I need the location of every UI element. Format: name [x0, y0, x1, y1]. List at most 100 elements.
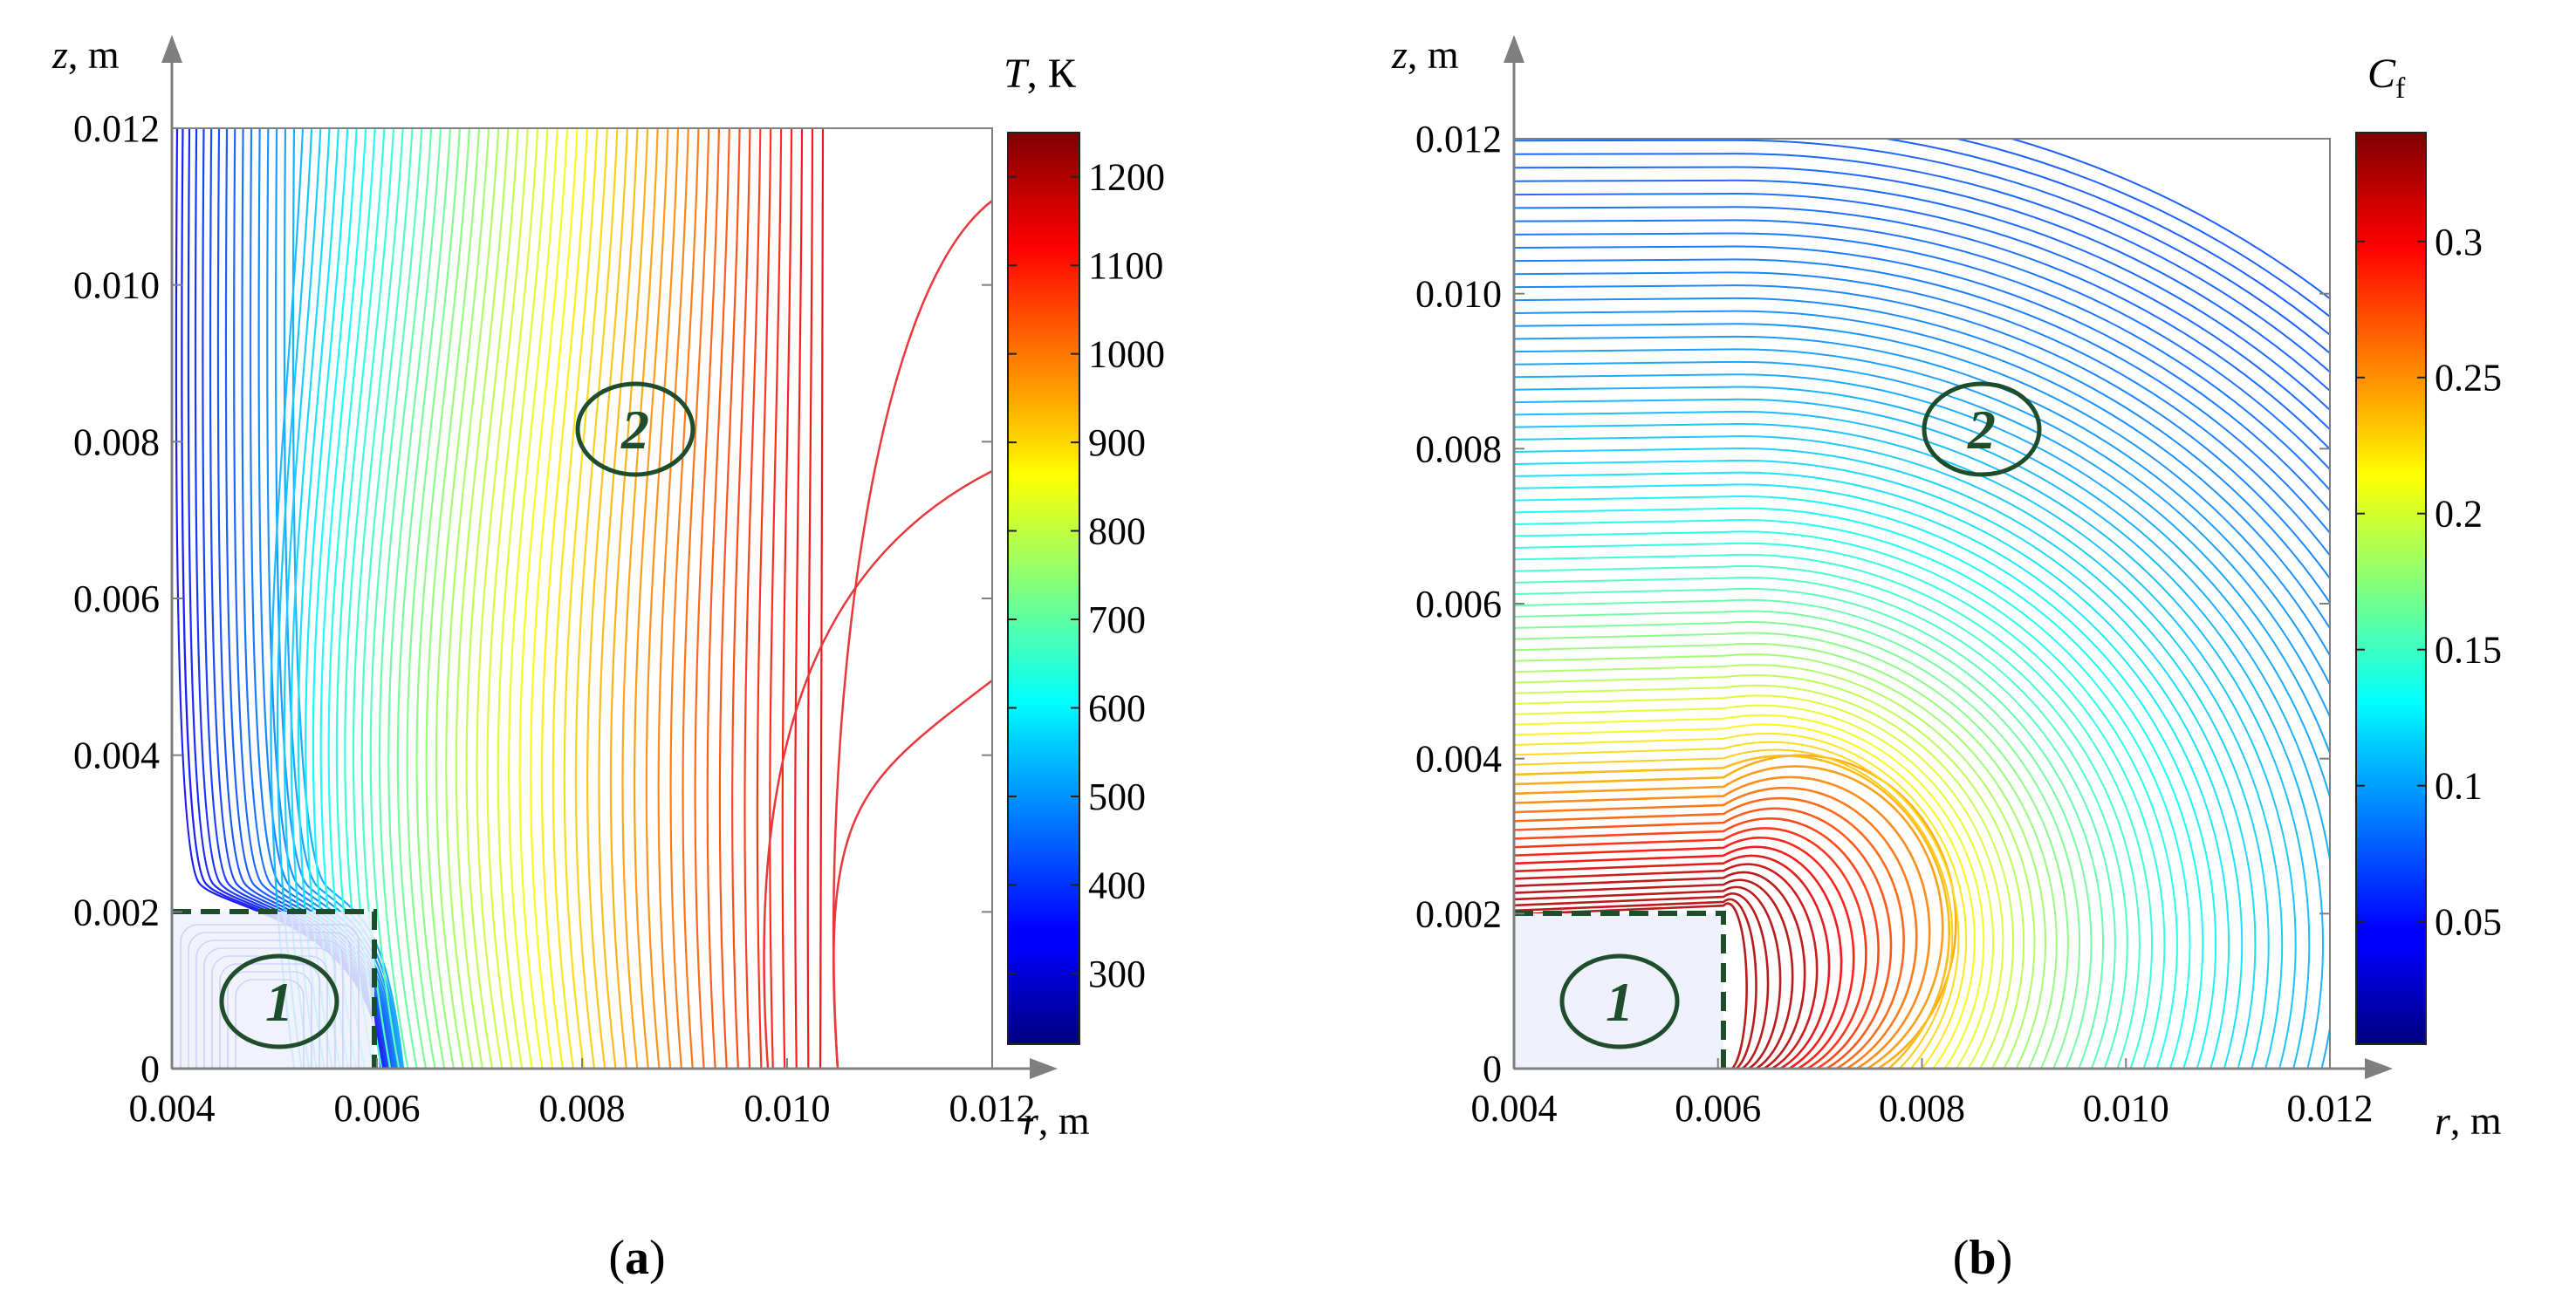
- panel-b-isoline: [1514, 854, 1831, 1069]
- panel-b-isoline: [1514, 398, 2325, 1069]
- panel-b-isoline: [1514, 459, 2257, 1069]
- panel-b-isoline: [1514, 684, 2015, 1069]
- panel-b-isoline: [1514, 587, 2116, 1069]
- panel-b-isoline: [1514, 732, 1968, 1069]
- panel-b-region-1-label: 1: [1606, 971, 1634, 1033]
- panel-a-isoline: [794, 128, 804, 1069]
- panel-b-isoline: [1514, 577, 2128, 1069]
- panel-a-isoline: [540, 128, 589, 1069]
- panel-b-isoline: [1514, 553, 2153, 1069]
- panel-b-isoline: [1514, 786, 1918, 1069]
- panel-a-isoline: [396, 128, 452, 1069]
- panel-a-isoline: [718, 128, 741, 1069]
- panel-a-y-tick-label: 0.010: [73, 264, 160, 307]
- panel-a-isoline: [425, 128, 481, 1069]
- panel-b: 1 2 0.004 0.006 0.008 0.010 0.01200.0020.004…: [1391, 32, 2502, 1285]
- panel-a-isoline: [694, 128, 721, 1069]
- panel-a-y-tick-label: 0.004: [73, 735, 160, 777]
- panel-b-isoline: [1514, 723, 1976, 1069]
- panel-b-colorbar-tick-label: 0.3: [2435, 221, 2483, 263]
- panel-a-isoline: [415, 128, 471, 1069]
- panel-a-isoline: [406, 128, 462, 1069]
- panel-b-isoline: [1514, 206, 2330, 451]
- panel-b-isoline: [1514, 219, 2330, 471]
- panel-b-isoline: [1514, 863, 1819, 1069]
- panel-b-y-tick-label: 0.012: [1415, 118, 1502, 161]
- panel-b-isoline: [1514, 542, 2166, 1069]
- panel-b-region-1-circle: [1559, 953, 1680, 1049]
- panel-b-isoline: [1514, 179, 2330, 412]
- panel-b-isoline: [1514, 565, 2141, 1069]
- panel-b-isoline: [1514, 483, 2230, 1069]
- panel-a-isoline: [621, 128, 659, 1069]
- panel-a-isoline-hot: [763, 469, 992, 1069]
- panel-a-region-1-circle: [219, 953, 339, 1049]
- panel-a-isoline: [486, 128, 539, 1069]
- panel-b-x-arrowhead: [2365, 1058, 2393, 1079]
- panel-b-y-tick-label: 0.002: [1415, 892, 1502, 935]
- panel-a-isoline: [598, 128, 639, 1069]
- panel-a-isoline: [806, 128, 814, 1069]
- panel-b-isoline: [1514, 360, 2330, 756]
- panel-a-isoline: [706, 128, 730, 1069]
- panel-a-isoline: [682, 128, 710, 1069]
- panel-a-colorbar-tick-label: 800: [1088, 510, 1146, 553]
- panel-b-y-tick-label: 0.008: [1415, 427, 1502, 470]
- panel-a-x-tick-label: 0.004: [129, 1087, 216, 1130]
- panel-a-colorbar-tick-label: 600: [1088, 687, 1146, 729]
- panel-b-colorbar: [2355, 132, 2427, 1045]
- panel-a-region-1-label: 1: [265, 971, 293, 1033]
- panel-b-isoline: [1514, 836, 1855, 1069]
- panel-a-isoline: [633, 128, 669, 1069]
- panel-a-colorbar-tick-label: 1000: [1088, 333, 1165, 376]
- panel-b-colorbar-tick-label: 0.05: [2435, 901, 2502, 944]
- panel-a-isoline: [435, 128, 490, 1069]
- panel-a-x-tick-label: 0.008: [539, 1087, 626, 1130]
- panel-a-isoline: [756, 128, 772, 1069]
- panel-b-isoline: [1514, 373, 2330, 801]
- panel-b-isoline: [1514, 448, 2270, 1069]
- panel-a-isoline: [369, 128, 423, 1069]
- panel-a-y-label: z, m: [51, 32, 120, 77]
- panel-b-y-tick-label: 0: [1483, 1048, 1502, 1090]
- panel-a-isoline: [563, 128, 608, 1069]
- panel-a-y-tick-label: 0.008: [73, 420, 160, 463]
- panel-b-y-tick-label: 0.004: [1415, 738, 1502, 781]
- panel-b-x-tick-label: 0.012: [2287, 1087, 2374, 1130]
- panel-a-isoline: [552, 128, 599, 1069]
- panel-b-isoline: [1514, 776, 1931, 1069]
- panel-b-isoline: [1514, 507, 2204, 1069]
- panel-b-isoline: [1514, 310, 2330, 631]
- panel-a-isoline-hot: [832, 680, 992, 1069]
- panel-b-isoline: [1514, 902, 1748, 1069]
- panel-a-ticks: 0.004 0.006 0.008 0.010 0.012 0 0.002 0.004 0.00…: [73, 107, 1036, 1130]
- panel-a-y-tick-label: 0.002: [73, 891, 160, 933]
- panel-b-isoline: [1880, 139, 2330, 337]
- panel-b-isoline: [1514, 297, 2330, 605]
- panel-b-contours: [1514, 139, 2330, 1069]
- panel-a-y-tick-label: 0: [140, 1048, 160, 1090]
- panel-a-isoline: [743, 128, 762, 1069]
- panel-b-isoline: [1514, 765, 1944, 1069]
- panel-b-y-label: z, m: [1391, 32, 1459, 77]
- panel-b-y-tick-label: 0.010: [1415, 273, 1502, 316]
- panel-b-colorbar-tick-label: 0.15: [2435, 629, 2502, 672]
- panel-a-isoline: [455, 128, 510, 1069]
- panel-b-isoline: [1514, 664, 2036, 1069]
- panel-b-isoline: [1514, 232, 2330, 492]
- panel-b-isoline: [1514, 632, 2069, 1069]
- panel-a-isoline: [769, 128, 783, 1069]
- panel-b-isoline: [1514, 892, 1770, 1069]
- panel-a-isoline: [669, 128, 700, 1069]
- panel-a-region-2-circle: [575, 381, 695, 477]
- panel-a-colorbar-tick-label: 300: [1088, 953, 1146, 995]
- panel-a-isoline: [586, 128, 629, 1069]
- panel-b-isoline: [1514, 827, 1867, 1069]
- panel-b-label: (b): [1953, 1231, 2012, 1285]
- panel-a-x-tick-label: 0.006: [334, 1087, 421, 1130]
- panel-a-label: (a): [608, 1231, 665, 1285]
- panel-b-isoline: [1514, 796, 1905, 1069]
- panel-b-isoline: [1514, 653, 2047, 1069]
- panel-a-y-arrowhead: [161, 35, 182, 63]
